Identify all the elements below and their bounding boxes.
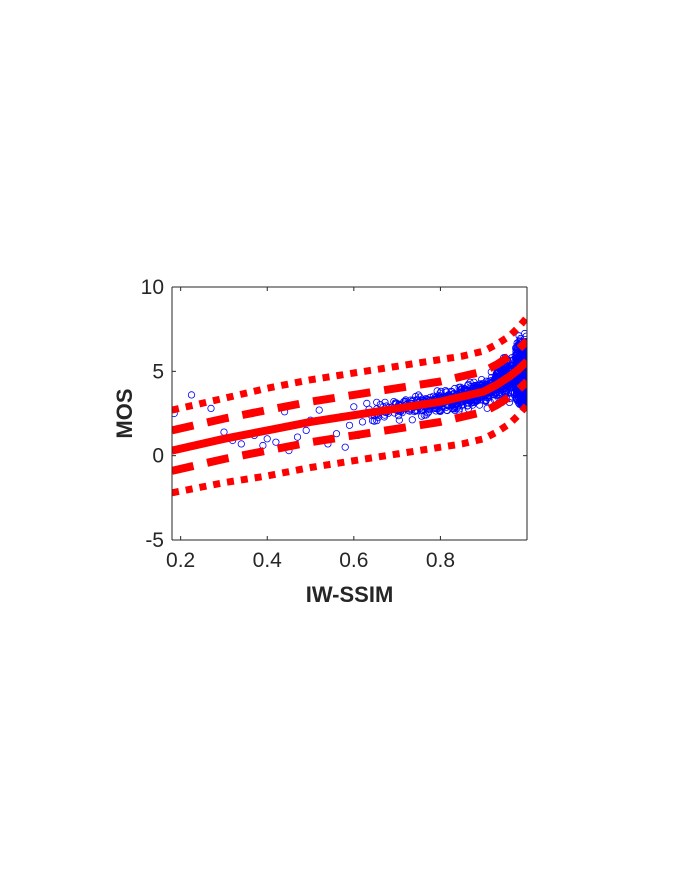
x-tick-label: 0.6 bbox=[339, 549, 368, 572]
scatter-point bbox=[498, 366, 506, 374]
fit-line-dotted-4 bbox=[172, 402, 527, 497]
scatter-point bbox=[207, 404, 215, 412]
y-tick-label: -5 bbox=[145, 529, 164, 552]
scatter-point bbox=[455, 405, 463, 413]
scatter-point bbox=[435, 406, 443, 414]
scatter-point bbox=[373, 398, 381, 406]
scatter-point bbox=[263, 435, 271, 443]
x-tick-label: 0.2 bbox=[166, 549, 195, 572]
y-tick-label: 5 bbox=[152, 360, 164, 383]
scatter-point bbox=[408, 416, 416, 424]
scatter-point bbox=[414, 391, 423, 399]
scatter-point bbox=[395, 416, 403, 424]
y-tick-label: 10 bbox=[141, 276, 164, 299]
scatter-point bbox=[521, 351, 527, 359]
scatter-point bbox=[341, 443, 349, 451]
scatter-point bbox=[504, 388, 513, 397]
scatter-point bbox=[523, 393, 527, 401]
fit-lines bbox=[172, 315, 527, 497]
scatter-point bbox=[477, 375, 486, 384]
scatter-point bbox=[237, 440, 245, 448]
axes bbox=[171, 286, 528, 541]
fit-line-solid-0 bbox=[172, 358, 527, 455]
scatter-point bbox=[315, 406, 323, 414]
scatter-point bbox=[302, 426, 310, 434]
scatter-point bbox=[358, 418, 367, 426]
x-axis-label: IW-SSIM bbox=[306, 582, 394, 607]
scatter-point bbox=[332, 430, 341, 438]
scatter-point bbox=[475, 401, 484, 409]
x-tick-label: 0.8 bbox=[426, 549, 455, 572]
scatter-point bbox=[350, 403, 358, 411]
scatter-point bbox=[443, 406, 451, 414]
scatter-point bbox=[381, 398, 389, 406]
scatter-point bbox=[345, 421, 354, 429]
scatter-point bbox=[370, 417, 378, 425]
y-tick-label: 0 bbox=[152, 445, 164, 468]
scatter-point bbox=[451, 384, 459, 393]
scatter-point bbox=[525, 393, 527, 400]
fit-line-dashed-2 bbox=[172, 378, 527, 475]
scatter-point bbox=[514, 389, 523, 397]
fit-line-dashed-1 bbox=[172, 338, 527, 435]
scatter-point bbox=[394, 412, 403, 420]
scatter-point bbox=[272, 438, 280, 446]
x-tick-label: 0.4 bbox=[253, 549, 283, 572]
scatter-point bbox=[525, 389, 527, 396]
scatter-point bbox=[432, 407, 440, 415]
scatter-point bbox=[187, 391, 196, 399]
scatter-point bbox=[451, 406, 459, 415]
scatter-point bbox=[518, 350, 526, 358]
scatter-point bbox=[514, 375, 522, 384]
scatter-point bbox=[293, 433, 302, 441]
ticks: 0.2 0.4 0.6 0.8 -5 0 5 10 bbox=[141, 276, 527, 572]
y-axis-label: MOS bbox=[112, 388, 137, 438]
